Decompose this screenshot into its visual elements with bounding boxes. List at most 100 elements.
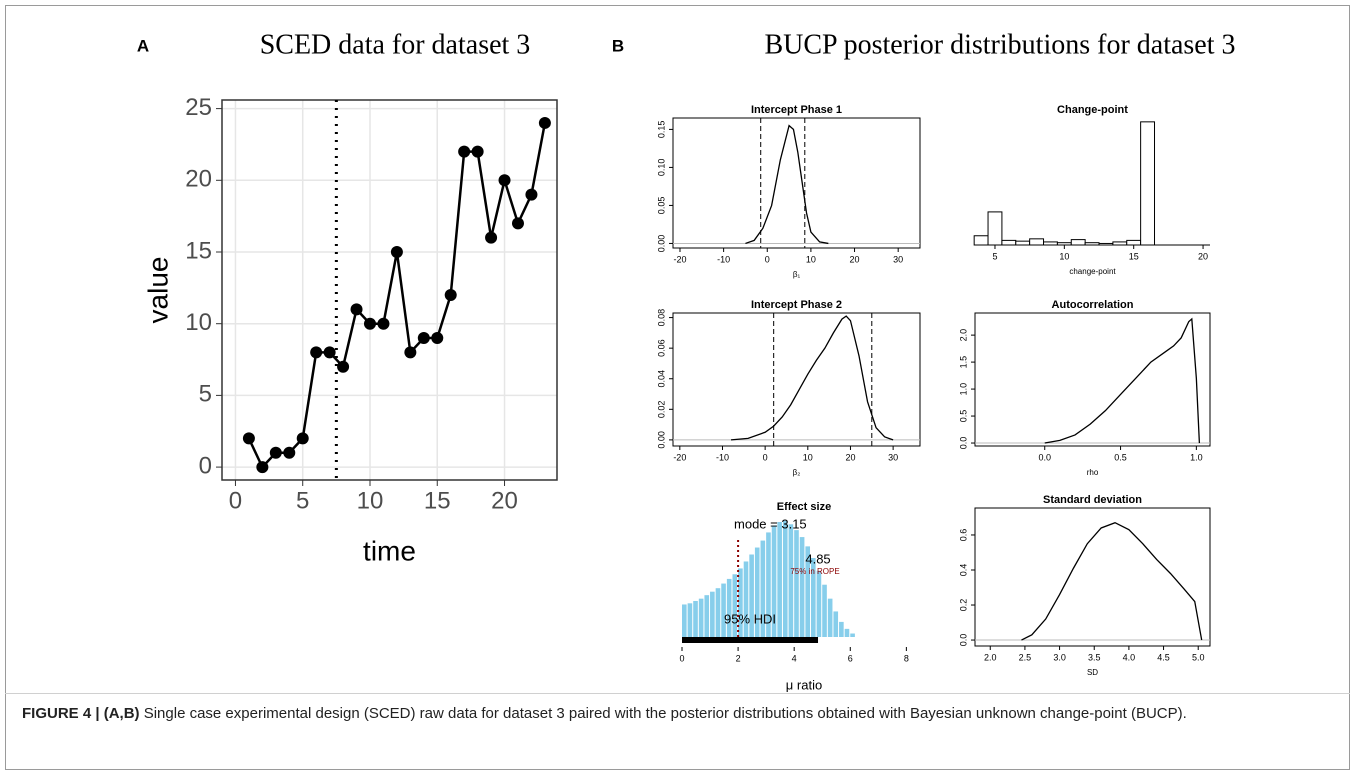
data-point (310, 346, 323, 359)
x-axis-label: β₁ (793, 270, 801, 279)
data-point (242, 432, 255, 445)
bar (749, 554, 754, 637)
bar (721, 583, 726, 637)
bar (687, 603, 693, 637)
chart-title: Change-point (1057, 104, 1128, 116)
bar (811, 557, 816, 637)
separator (5, 693, 1350, 694)
data-point (350, 303, 363, 316)
y-tick-label: 0.15 (656, 121, 666, 139)
data-point (337, 360, 350, 373)
x-tick-label: 20 (850, 254, 860, 264)
x-tick-label: 15 (1129, 251, 1139, 261)
bar (710, 591, 715, 637)
bar (1084, 242, 1100, 246)
plot-frame (974, 312, 1211, 447)
data-line (247, 122, 547, 470)
bar (754, 547, 760, 637)
bar (738, 568, 743, 637)
data-point (269, 446, 282, 459)
x-tick-label: 5 (296, 487, 309, 514)
data-point (363, 317, 376, 330)
bar (693, 600, 698, 637)
data-point (256, 461, 269, 474)
y-tick-label: 0.04 (656, 370, 666, 388)
x-tick-label: 0.5 (1114, 452, 1127, 462)
x-axis-label: time (363, 535, 416, 566)
bar (1112, 241, 1128, 246)
x-tick-label: 4.5 (1157, 652, 1170, 662)
y-tick-label: 0.0 (958, 634, 968, 647)
plot-frame (974, 507, 1211, 647)
x-tick-label: 6 (848, 653, 853, 663)
bar (1056, 242, 1072, 246)
bar (743, 561, 749, 637)
x-tick-label: 8 (904, 653, 909, 663)
caption-text: Single case experimental design (SCED) r… (143, 705, 1187, 722)
caption: FIGURE 4 | (A,B) Single case experimenta… (22, 703, 1272, 725)
y-tick-label: 20 (185, 166, 212, 193)
x-tick-label: 10 (357, 487, 384, 514)
x-tick-label: 2 (736, 653, 741, 663)
rope-label: 75% in ROPE (790, 567, 839, 576)
x-axis-label: SD (1087, 668, 1098, 677)
y-tick-label: 1.0 (958, 383, 968, 396)
x-tick-label: 0 (765, 254, 770, 264)
y-tick-label: 0 (199, 452, 212, 479)
y-tick-label: 0.02 (656, 401, 666, 419)
bar (766, 532, 771, 637)
y-axis-label: value (142, 257, 173, 324)
y-tick-label: 1.5 (958, 356, 968, 369)
bar (827, 598, 833, 637)
x-tick-label: 5 (992, 251, 997, 261)
y-tick-label: 0.10 (656, 159, 666, 177)
bar (732, 574, 738, 637)
y-tick-label: 0.00 (656, 431, 666, 449)
y-tick-label: 5 (199, 381, 212, 408)
bar (816, 570, 822, 637)
chart-title: Autocorrelation (1052, 299, 1134, 311)
y-tick-label: 0.06 (656, 339, 666, 357)
data-point (525, 188, 538, 201)
x-tick-label: 4.0 (1123, 652, 1136, 662)
data-line (730, 315, 894, 441)
data-line (1044, 317, 1201, 444)
bar (822, 584, 827, 637)
plot-frame (672, 312, 921, 447)
x-tick-label: -10 (716, 452, 729, 462)
y-tick-label: 25 (185, 94, 212, 121)
data-point (485, 231, 498, 244)
hdi-upper-label: 4.85 (805, 551, 830, 566)
data-point (471, 145, 484, 158)
panel-label: B (612, 36, 624, 55)
y-tick-label: 15 (185, 237, 212, 264)
y-tick-label: 0.6 (958, 529, 968, 542)
chart-title: Intercept Phase 2 (751, 299, 842, 311)
mode-label: mode = 3.15 (734, 516, 807, 531)
x-tick-label: 0.0 (1038, 452, 1051, 462)
data-point (511, 217, 524, 230)
bar (782, 520, 788, 637)
chart-title: Intercept Phase 1 (751, 104, 842, 116)
y-tick-label: 0.5 (958, 410, 968, 423)
data-point (431, 332, 444, 345)
y-tick-label: 0.00 (656, 235, 666, 253)
x-tick-label: -10 (717, 254, 730, 264)
bar (1015, 240, 1031, 246)
bar (682, 604, 687, 637)
y-tick-label: 10 (185, 309, 212, 336)
x-tick-label: 0 (229, 487, 242, 514)
bar (1098, 242, 1114, 246)
y-tick-label: 0.0 (958, 437, 968, 450)
bar (704, 595, 710, 637)
bar (973, 235, 989, 246)
data-point (458, 145, 471, 158)
data-point (323, 346, 336, 359)
y-tick-label: 0.08 (656, 309, 666, 327)
x-tick-label: -20 (673, 254, 686, 264)
data-point (390, 246, 403, 258)
bar (850, 633, 855, 637)
data-point (296, 432, 309, 445)
bar (715, 588, 721, 637)
